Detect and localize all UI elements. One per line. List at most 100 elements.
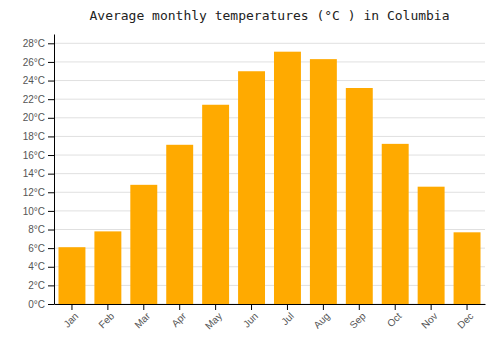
y-tick-label: 16°C — [23, 150, 45, 161]
x-tick: Jul — [279, 304, 296, 327]
y-tick-label: 6°C — [28, 243, 45, 254]
y-tick-label: 4°C — [28, 261, 45, 272]
x-tick-label: May — [203, 310, 224, 331]
y-tick-label: 22°C — [23, 94, 45, 105]
bar — [202, 105, 229, 304]
y-tick-mark — [48, 99, 54, 100]
bar — [382, 144, 409, 304]
y-tick-label: 12°C — [23, 187, 45, 198]
x-tick: Oct — [385, 304, 404, 329]
bar — [94, 231, 121, 304]
x-tick-mark — [395, 304, 396, 310]
x-tick-label: Jul — [279, 310, 296, 327]
x-tick-label: Mar — [132, 310, 152, 330]
x-tick-label: Nov — [419, 310, 439, 330]
y-tick-mark — [48, 174, 54, 175]
y-tick-label: 14°C — [23, 168, 45, 179]
grid-line — [54, 117, 485, 118]
y-tick: 8°C — [28, 224, 54, 235]
title: Average monthly temperatures (°C ) in Co… — [89, 8, 449, 23]
y-tick-mark — [48, 285, 54, 286]
y-tick: 18°C — [23, 131, 54, 142]
x-tick-label: Apr — [169, 310, 188, 329]
y-tick-mark — [48, 118, 54, 119]
y-tick: 14°C — [23, 168, 54, 179]
x-tick-label: Aug — [311, 310, 331, 330]
x-tick: Mar — [132, 304, 152, 330]
bar — [346, 88, 373, 304]
y-tick-label: 2°C — [28, 280, 45, 291]
x-tick: Nov — [419, 304, 439, 331]
y-tick-mark — [48, 81, 54, 82]
x-tick-label: Jan — [61, 310, 80, 329]
y-tick-mark — [48, 230, 54, 231]
y-tick: 12°C — [23, 187, 54, 198]
y-tick: 4°C — [28, 261, 54, 272]
x-tick-mark — [107, 304, 108, 310]
grid-line — [54, 61, 485, 62]
x-tick-mark — [251, 304, 252, 310]
y-tick-mark — [48, 136, 54, 137]
x-tick-mark — [359, 304, 360, 310]
bar — [58, 247, 85, 304]
y-tick-mark — [48, 211, 54, 212]
x-tick-label: Jun — [241, 310, 260, 329]
y-tick: 24°C — [23, 75, 54, 86]
x-tick: Apr — [169, 304, 188, 329]
x-tick: Aug — [311, 304, 331, 331]
grid-line — [54, 136, 485, 137]
bar — [130, 185, 157, 304]
bar — [166, 145, 193, 304]
bar — [418, 187, 445, 304]
grid — [54, 43, 485, 304]
x-tick: May — [203, 304, 224, 332]
x-tick-mark — [143, 304, 144, 310]
x-tick-label: Sep — [347, 310, 368, 331]
plot: 0°C 2°C 4°C 6°C 8°C 10°C 12°C 14°C 16°C 18°C 20°C 2… — [23, 35, 486, 332]
y-tick-label: 18°C — [23, 131, 45, 142]
y-axis: 0°C 2°C 4°C 6°C 8°C 10°C 12°C 14°C 16°C 18°C 20°C 2… — [23, 35, 55, 310]
y-tick-label: 20°C — [23, 112, 45, 123]
x-tick: Jan — [61, 304, 80, 330]
grid-line — [54, 80, 485, 81]
bar — [454, 232, 481, 304]
y-tick-mark — [48, 304, 54, 305]
y-tick-label: 26°C — [23, 57, 45, 68]
grid-line — [54, 155, 485, 156]
y-tick: 6°C — [28, 243, 54, 254]
y-tick-mark — [48, 62, 54, 63]
bars — [58, 52, 480, 304]
y-tick: 20°C — [23, 112, 54, 123]
grid-line — [54, 43, 485, 44]
x-tick: Jun — [241, 304, 260, 330]
x-axis-line — [55, 304, 486, 305]
x-tick-mark — [287, 304, 288, 310]
bar — [274, 52, 301, 304]
x-axis: JanFebMarAprMayJunJulAugSepOctNovDec — [55, 304, 486, 332]
y-tick-mark — [48, 267, 54, 268]
y-tick: 26°C — [23, 57, 54, 68]
grid-line — [54, 173, 485, 174]
y-tick: 16°C — [23, 150, 54, 161]
chart: 0°C 2°C 4°C 6°C 8°C 10°C 12°C 14°C 16°C 18°C 20°C 2… — [0, 0, 500, 350]
y-tick: 28°C — [23, 38, 54, 49]
y-tick-mark — [48, 192, 54, 193]
y-tick: 10°C — [23, 206, 54, 217]
y-tick: 0°C — [28, 299, 54, 310]
y-tick-label: 28°C — [23, 38, 45, 49]
x-tick: Sep — [347, 304, 368, 331]
y-tick-mark — [48, 248, 54, 249]
y-tick-label: 0°C — [28, 299, 45, 310]
x-tick-mark — [467, 304, 468, 310]
y-tick-mark — [48, 155, 54, 156]
y-tick: 2°C — [28, 280, 54, 291]
x-tick-mark — [215, 304, 216, 310]
x-tick-label: Oct — [385, 310, 404, 329]
y-tick-label: 8°C — [28, 224, 45, 235]
x-tick-mark — [179, 304, 180, 310]
y-tick-label: 24°C — [23, 75, 45, 86]
y-tick-label: 10°C — [23, 206, 45, 217]
x-tick-mark — [71, 304, 72, 310]
y-tick: 22°C — [23, 94, 54, 105]
y-tick-mark — [48, 43, 54, 44]
